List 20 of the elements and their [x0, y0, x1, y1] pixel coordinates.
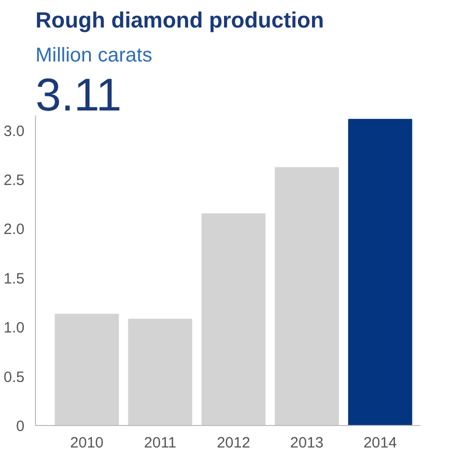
y-tick-label: 0	[16, 418, 24, 435]
y-tick-label: 1.0	[4, 320, 25, 337]
x-tick-label: 2011	[144, 434, 176, 452]
bar	[201, 213, 266, 426]
x-tick-label: 2012	[216, 434, 250, 452]
chart-subtitle: Million carats	[36, 44, 152, 66]
x-tick-label: 2010	[70, 434, 104, 452]
bar	[348, 118, 412, 426]
bar	[274, 167, 339, 426]
y-tick-label: 1.5	[4, 270, 25, 288]
bar	[54, 314, 119, 426]
bar	[128, 318, 192, 426]
x-tick-label: 2014	[363, 434, 397, 452]
x-tick-label: 2013	[290, 434, 324, 452]
y-tick-label: 0.5	[4, 368, 25, 386]
y-tick-label: 3.0	[4, 122, 25, 140]
annotation: 3.11	[36, 68, 122, 120]
y-tick-label: 2.5	[4, 172, 25, 189]
chart-title: Rough diamond production	[36, 8, 324, 32]
y-tick-label: 2.0	[4, 221, 25, 238]
